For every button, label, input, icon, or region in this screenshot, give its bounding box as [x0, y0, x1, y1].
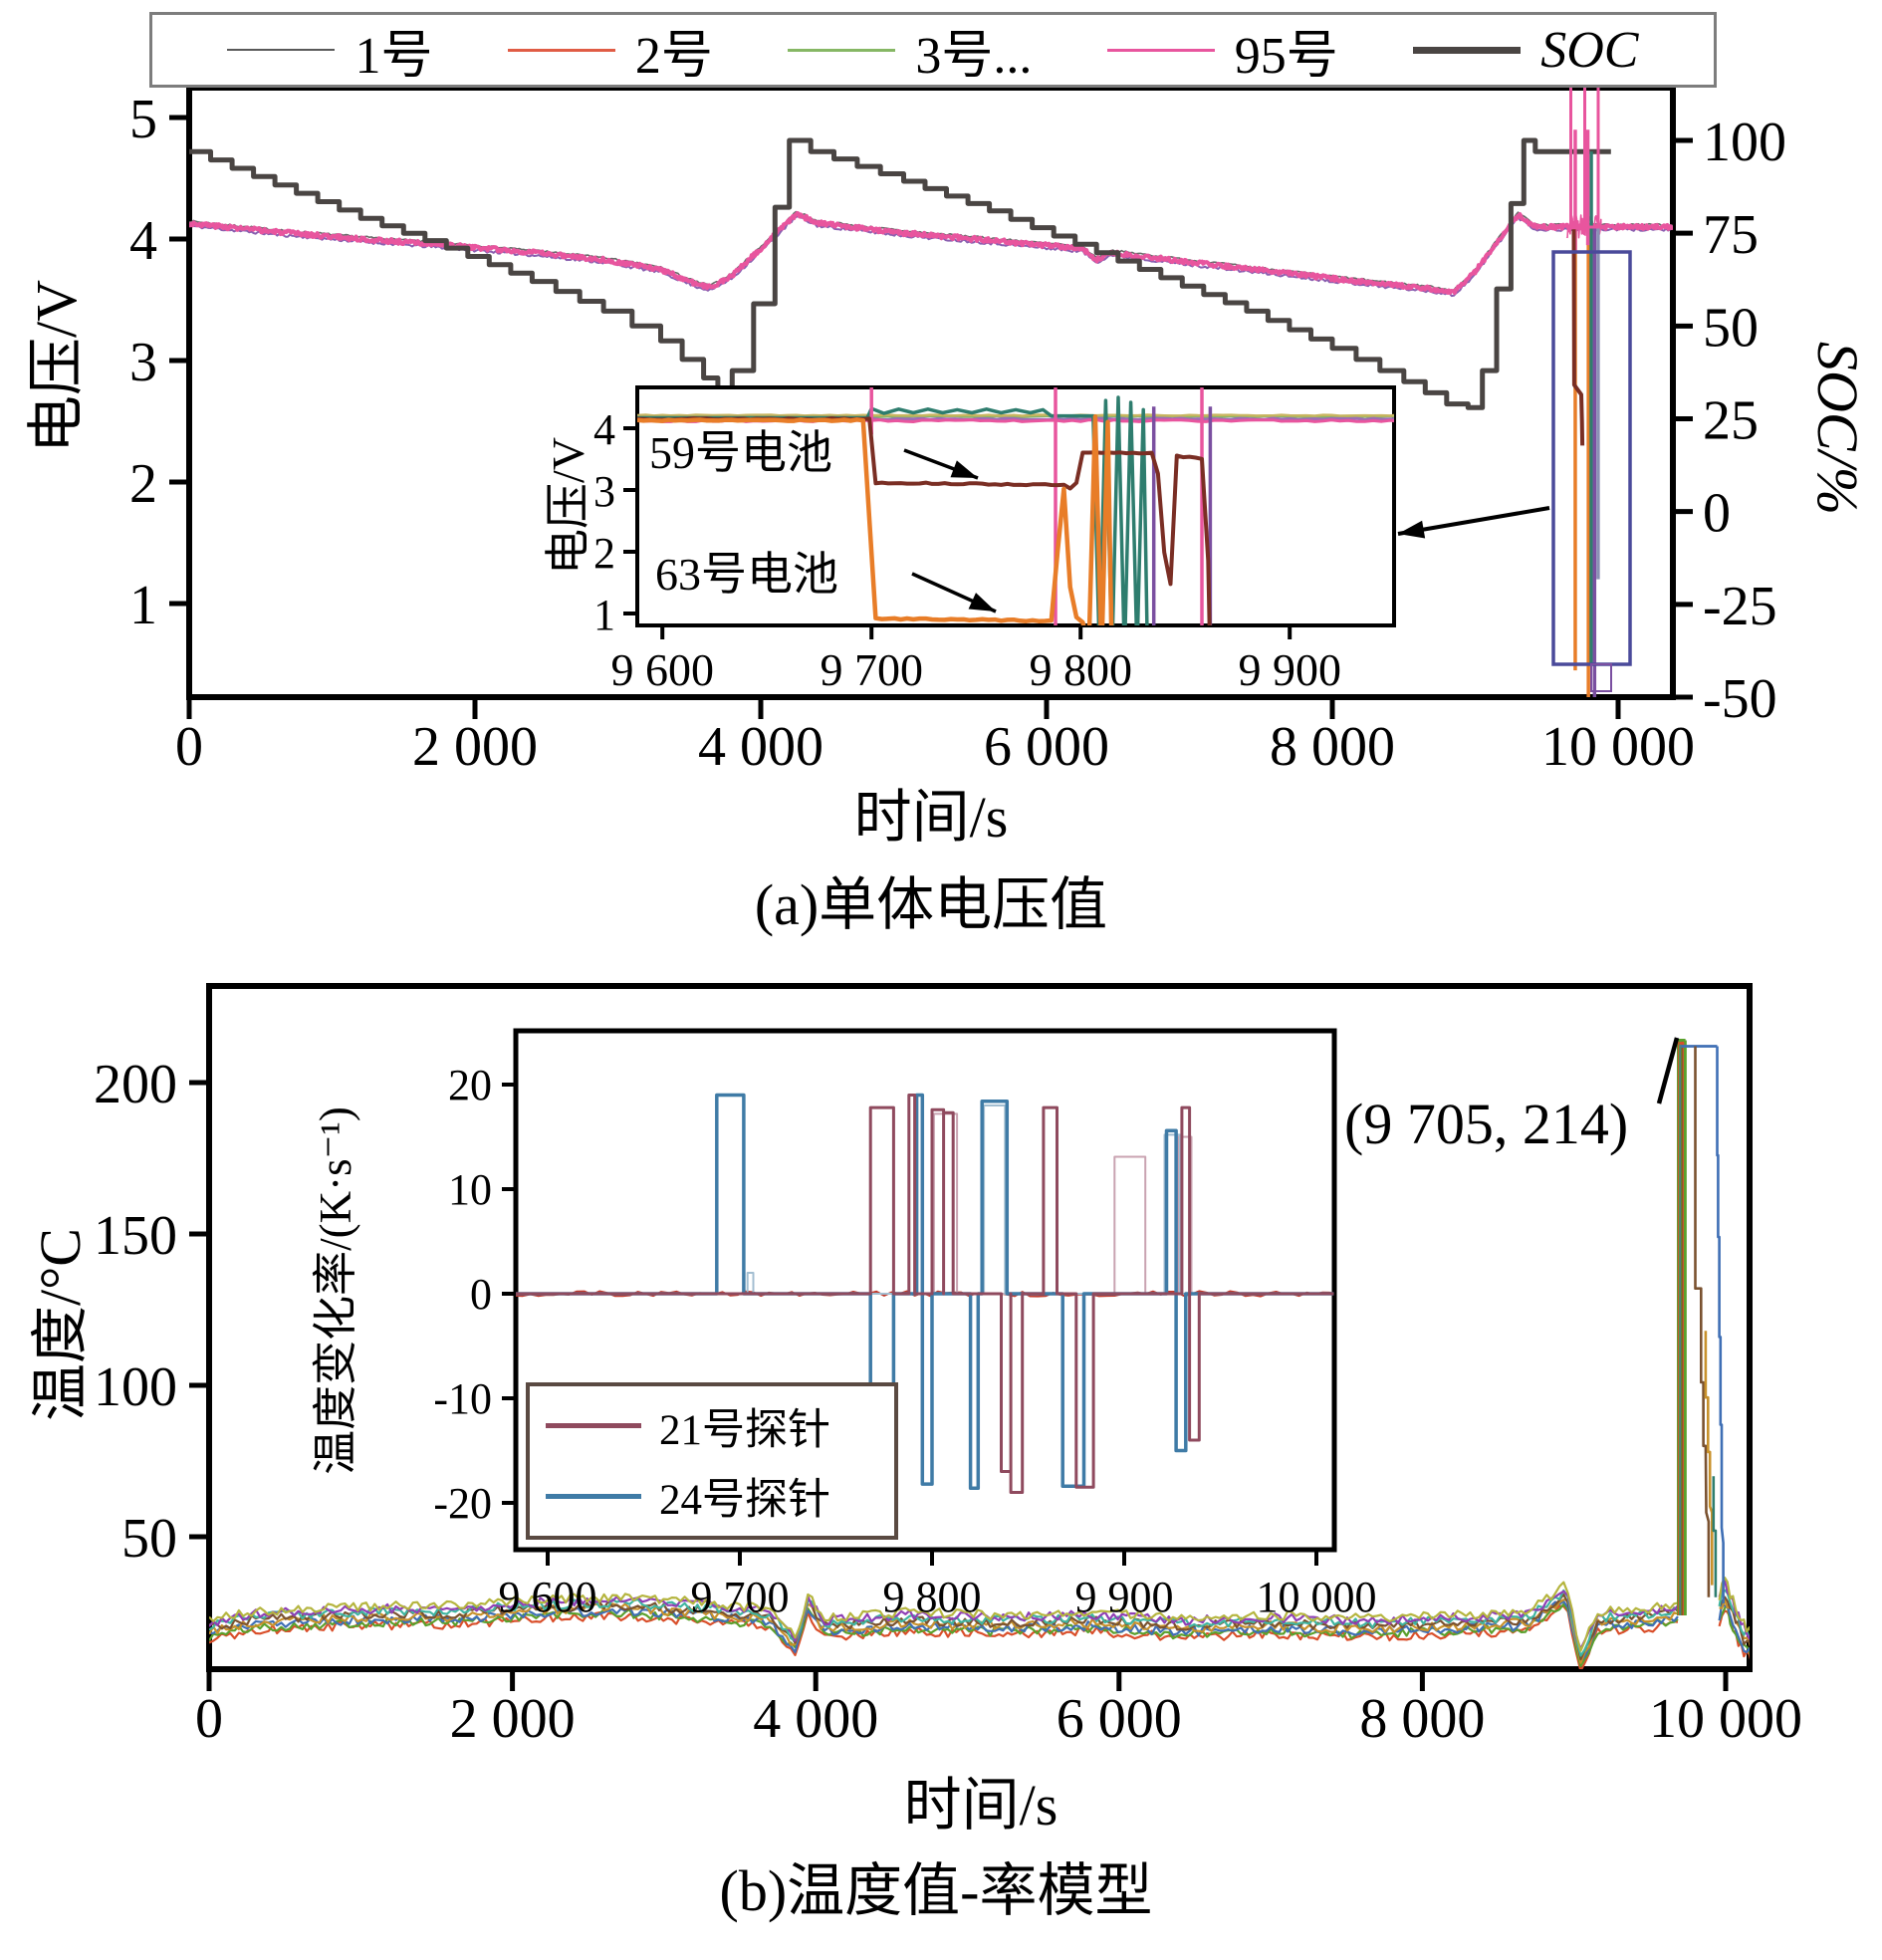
legend-item-cell-95: 95号 [1106, 13, 1338, 88]
annotation-cell-63: 63号电池 [655, 549, 838, 600]
svg-text:20: 20 [448, 1061, 492, 1109]
annotation-cell-59: 59号电池 [649, 427, 832, 478]
svg-text:9 700: 9 700 [691, 1573, 790, 1621]
panel-a-ylabel-right: SOC/% [1805, 342, 1870, 515]
svg-text:150: 150 [94, 1205, 177, 1267]
legend-line-cell-95 [1106, 48, 1215, 52]
legend-label-cell-95: 95号 [1234, 27, 1338, 85]
svg-text:3: 3 [593, 467, 615, 516]
legend-item-probe-21: 21号探针 [530, 1395, 894, 1457]
legend-item-cell-1: 1号 [227, 13, 432, 88]
legend-label-cell-2: 2号 [634, 27, 713, 85]
legend-label-cell-1: 1号 [354, 27, 433, 85]
legend-label-probe-24: 24号探针 [659, 1477, 830, 1525]
svg-text:200: 200 [94, 1054, 177, 1115]
svg-text:9 800: 9 800 [883, 1573, 982, 1621]
svg-text:4: 4 [593, 405, 615, 454]
legend-item-cell-3: 3号... [788, 13, 1032, 88]
panel-b-caption: (b)温度值-率模型 [720, 1858, 1153, 1923]
legend-item-cell-2: 2号 [507, 13, 713, 88]
svg-text:-25: -25 [1703, 576, 1777, 637]
legend-line-probe-24 [546, 1493, 641, 1499]
annotation-peak-point: (9 705, 214) [1344, 1092, 1628, 1156]
svg-text:8 000: 8 000 [1359, 1688, 1485, 1750]
svg-text:9 600: 9 600 [499, 1573, 597, 1621]
svg-text:6 000: 6 000 [1057, 1688, 1182, 1750]
legend-line-cell-2 [507, 48, 615, 52]
svg-text:50: 50 [121, 1508, 177, 1570]
panel-b-ylabel: 温度/°C [28, 1228, 93, 1421]
panel-a-ylabel-left: 电压/V [24, 280, 89, 453]
legend-label-probe-21: 21号探针 [659, 1406, 830, 1454]
svg-text:-10: -10 [433, 1374, 492, 1423]
legend-line-soc [1413, 46, 1522, 54]
legend-line-cell-3 [788, 48, 896, 52]
svg-text:6 000: 6 000 [984, 716, 1109, 778]
svg-text:2 000: 2 000 [450, 1688, 576, 1750]
panel-a-caption: (a)单体电压值 [755, 872, 1107, 937]
svg-text:25: 25 [1703, 390, 1759, 452]
svg-text:9 800: 9 800 [1029, 644, 1132, 695]
panel-b-inset-ylabel: 温度变化率/(K·s⁻¹) [311, 1106, 360, 1475]
svg-text:8 000: 8 000 [1270, 716, 1395, 778]
legend-panel-b-inset: 21号探针 24号探针 [526, 1382, 898, 1540]
svg-text:100: 100 [1703, 112, 1786, 173]
svg-text:-50: -50 [1703, 668, 1777, 730]
svg-text:10 000: 10 000 [1257, 1573, 1377, 1621]
legend-line-cell-1 [227, 49, 336, 51]
legend-label-cell-3: 3号... [915, 27, 1033, 85]
legend-item-soc: SOC [1413, 21, 1639, 80]
svg-text:2: 2 [129, 453, 157, 515]
svg-text:1: 1 [129, 575, 157, 636]
svg-text:50: 50 [1703, 297, 1759, 359]
svg-text:3: 3 [129, 332, 157, 393]
legend-panel-a: 1号 2号 3号... 95号 SOC [149, 12, 1717, 88]
svg-text:75: 75 [1703, 204, 1759, 266]
svg-text:100: 100 [94, 1356, 177, 1418]
svg-text:10 000: 10 000 [1541, 716, 1695, 778]
svg-text:0: 0 [470, 1270, 492, 1319]
svg-text:4: 4 [129, 210, 157, 272]
svg-text:4 000: 4 000 [753, 1688, 878, 1750]
panel-a-inset-ylabel: 电压/V [543, 437, 593, 575]
svg-text:0: 0 [175, 716, 203, 778]
svg-text:5: 5 [129, 89, 157, 150]
svg-text:0: 0 [1703, 483, 1731, 545]
legend-line-probe-21 [546, 1423, 641, 1429]
svg-text:1: 1 [593, 591, 615, 639]
svg-text:4 000: 4 000 [698, 716, 823, 778]
svg-text:9 900: 9 900 [1238, 644, 1341, 695]
svg-text:2 000: 2 000 [412, 716, 538, 778]
legend-label-soc: SOC [1540, 21, 1639, 79]
svg-text:0: 0 [195, 1688, 223, 1750]
svg-text:9 600: 9 600 [610, 644, 714, 695]
svg-text:-20: -20 [433, 1479, 492, 1528]
svg-text:9 700: 9 700 [820, 644, 923, 695]
panel-a-xlabel: 时间/s [854, 785, 1009, 850]
svg-text:10: 10 [448, 1165, 492, 1214]
panel-b-xlabel: 时间/s [904, 1773, 1059, 1838]
svg-text:2: 2 [593, 529, 615, 578]
svg-text:9 900: 9 900 [1075, 1573, 1174, 1621]
legend-item-probe-24: 24号探针 [530, 1465, 894, 1527]
svg-text:10 000: 10 000 [1649, 1688, 1802, 1750]
